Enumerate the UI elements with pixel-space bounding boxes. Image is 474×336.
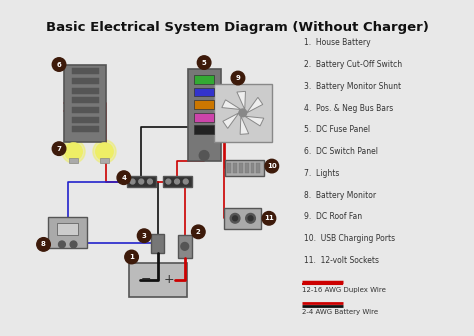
FancyBboxPatch shape (151, 234, 164, 253)
Circle shape (183, 179, 188, 184)
Circle shape (62, 140, 85, 163)
FancyBboxPatch shape (226, 160, 264, 176)
Circle shape (248, 216, 253, 221)
Polygon shape (237, 91, 246, 110)
Text: 11: 11 (264, 215, 274, 221)
FancyBboxPatch shape (245, 163, 248, 173)
Circle shape (96, 143, 113, 160)
FancyBboxPatch shape (228, 163, 231, 173)
Polygon shape (222, 100, 241, 110)
Circle shape (166, 179, 171, 184)
Text: 6: 6 (57, 61, 62, 68)
Circle shape (197, 56, 211, 69)
FancyBboxPatch shape (100, 158, 109, 163)
Circle shape (147, 179, 152, 184)
FancyBboxPatch shape (128, 263, 187, 297)
Text: +: + (164, 273, 174, 286)
Circle shape (191, 225, 205, 239)
FancyBboxPatch shape (72, 68, 99, 74)
Circle shape (265, 159, 279, 173)
Circle shape (130, 179, 135, 184)
FancyBboxPatch shape (224, 208, 261, 229)
Text: 8: 8 (41, 241, 46, 247)
FancyBboxPatch shape (127, 176, 156, 187)
FancyBboxPatch shape (194, 125, 214, 134)
Circle shape (174, 179, 180, 184)
FancyBboxPatch shape (57, 223, 78, 235)
FancyBboxPatch shape (72, 97, 99, 103)
Polygon shape (246, 97, 263, 113)
FancyBboxPatch shape (194, 113, 214, 122)
Circle shape (246, 213, 255, 223)
Circle shape (65, 143, 82, 160)
FancyBboxPatch shape (72, 88, 99, 93)
Polygon shape (245, 116, 264, 126)
FancyBboxPatch shape (69, 158, 78, 163)
Circle shape (199, 151, 209, 160)
FancyBboxPatch shape (72, 107, 99, 113)
FancyBboxPatch shape (163, 176, 191, 187)
Text: 3: 3 (142, 233, 146, 239)
Circle shape (239, 109, 246, 117)
Circle shape (52, 142, 66, 156)
Circle shape (117, 171, 131, 184)
Text: 9: 9 (236, 75, 240, 81)
Text: 5.  DC Fuse Panel: 5. DC Fuse Panel (304, 125, 370, 134)
Circle shape (230, 213, 240, 223)
Circle shape (125, 250, 138, 264)
Text: Basic Electrical System Diagram (Without Charger): Basic Electrical System Diagram (Without… (46, 21, 428, 34)
Circle shape (139, 179, 144, 184)
Text: −: − (141, 273, 151, 286)
Circle shape (93, 140, 116, 163)
Text: 1.  House Battery: 1. House Battery (304, 38, 370, 47)
Circle shape (37, 238, 50, 251)
Text: 4: 4 (121, 175, 127, 181)
Text: 12-16 AWG Duplex Wire: 12-16 AWG Duplex Wire (302, 288, 386, 293)
Text: 2-4 AWG Battery Wire: 2-4 AWG Battery Wire (302, 309, 378, 315)
Circle shape (231, 71, 245, 85)
Text: 2.  Battery Cut-Off Switch: 2. Battery Cut-Off Switch (304, 60, 402, 69)
Circle shape (52, 58, 66, 71)
Circle shape (262, 212, 276, 225)
FancyBboxPatch shape (48, 217, 87, 248)
Circle shape (233, 216, 237, 221)
FancyBboxPatch shape (194, 75, 214, 84)
Text: 5: 5 (202, 59, 207, 66)
FancyBboxPatch shape (72, 126, 99, 132)
FancyBboxPatch shape (64, 65, 107, 142)
Text: 8.  Battery Monitor: 8. Battery Monitor (304, 191, 376, 200)
Circle shape (137, 229, 151, 243)
FancyBboxPatch shape (72, 117, 99, 123)
FancyBboxPatch shape (194, 100, 214, 109)
Text: 4.  Pos. & Neg Bus Bars: 4. Pos. & Neg Bus Bars (304, 104, 393, 113)
Circle shape (70, 241, 77, 248)
Text: 2: 2 (196, 229, 201, 235)
FancyBboxPatch shape (256, 163, 260, 173)
Text: 10: 10 (267, 163, 277, 169)
Polygon shape (240, 116, 249, 134)
Text: 10.  USB Charging Ports: 10. USB Charging Ports (304, 234, 395, 243)
FancyBboxPatch shape (214, 84, 272, 142)
Text: 1: 1 (129, 254, 134, 260)
FancyBboxPatch shape (178, 235, 191, 258)
Circle shape (59, 241, 65, 248)
FancyBboxPatch shape (239, 163, 243, 173)
Text: 11.  12-volt Sockets: 11. 12-volt Sockets (304, 256, 379, 265)
Text: 6.  DC Switch Panel: 6. DC Switch Panel (304, 147, 378, 156)
Circle shape (181, 243, 189, 250)
Text: 7: 7 (56, 145, 62, 152)
Polygon shape (223, 113, 239, 128)
Text: 3.  Battery Monitor Shunt: 3. Battery Monitor Shunt (304, 82, 401, 91)
FancyBboxPatch shape (233, 163, 237, 173)
FancyBboxPatch shape (251, 163, 255, 173)
Text: 7.  Lights: 7. Lights (304, 169, 339, 178)
FancyBboxPatch shape (194, 88, 214, 96)
Text: 9.  DC Roof Fan: 9. DC Roof Fan (304, 212, 362, 221)
FancyBboxPatch shape (72, 78, 99, 84)
FancyBboxPatch shape (188, 69, 220, 161)
